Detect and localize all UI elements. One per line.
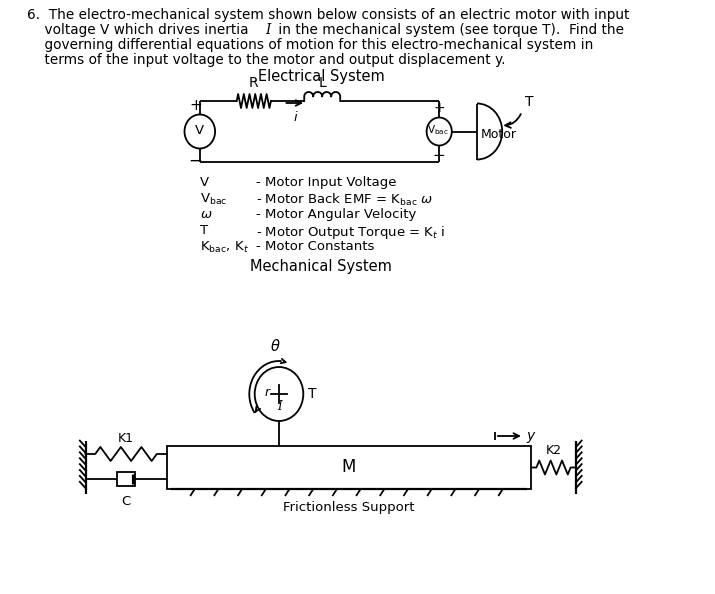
- Text: −: −: [188, 151, 202, 169]
- Text: M: M: [342, 459, 356, 476]
- Text: governing differential equations of motion for this electro-mechanical system in: governing differential equations of moti…: [27, 38, 593, 52]
- Text: - Motor Angular Velocity: - Motor Angular Velocity: [255, 208, 416, 221]
- Text: K$_{\rm bac}$, K$_t$: K$_{\rm bac}$, K$_t$: [199, 240, 249, 255]
- Text: L: L: [318, 76, 326, 90]
- Text: y: y: [526, 429, 535, 443]
- Text: I: I: [277, 400, 282, 413]
- Text: terms of the input voltage to the motor and output displacement y.: terms of the input voltage to the motor …: [27, 53, 506, 67]
- Text: R: R: [249, 76, 259, 90]
- Text: $\theta$: $\theta$: [270, 338, 281, 354]
- Text: - Motor Output Torque = K$_t$ i: - Motor Output Torque = K$_t$ i: [255, 224, 445, 241]
- Text: I: I: [265, 23, 271, 37]
- Text: 6.  The electro-mechanical system shown below consists of an electric motor with: 6. The electro-mechanical system shown b…: [27, 8, 629, 22]
- Text: V: V: [199, 176, 209, 189]
- Text: Electrical System: Electrical System: [258, 69, 385, 84]
- Text: - Motor Constants: - Motor Constants: [255, 240, 374, 253]
- Text: - Motor Back EMF = K$_{\rm bac}$ $\omega$: - Motor Back EMF = K$_{\rm bac}$ $\omega…: [255, 192, 433, 208]
- Bar: [117, 472, 135, 486]
- Text: K1: K1: [118, 432, 134, 445]
- Text: Mechanical System: Mechanical System: [250, 259, 393, 274]
- Text: $\omega$: $\omega$: [199, 208, 212, 221]
- Text: i: i: [293, 111, 297, 124]
- Text: in the mechanical system (see torque T).  Find the: in the mechanical system (see torque T).…: [275, 23, 624, 37]
- Text: V: V: [195, 124, 204, 137]
- Bar: [167, 446, 531, 489]
- Text: K2: K2: [546, 444, 561, 457]
- Text: Frictionless Support: Frictionless Support: [283, 501, 415, 514]
- Text: T: T: [307, 387, 316, 401]
- Text: +: +: [433, 102, 445, 115]
- Text: T: T: [199, 224, 208, 237]
- Text: V$_{\rm bac}$: V$_{\rm bac}$: [199, 192, 227, 207]
- Text: T: T: [525, 96, 533, 109]
- Text: C: C: [122, 495, 131, 508]
- Text: +: +: [189, 97, 202, 112]
- Text: Motor: Motor: [480, 128, 517, 141]
- Text: voltage V which drives inertia: voltage V which drives inertia: [27, 23, 253, 37]
- Text: - Motor Input Voltage: - Motor Input Voltage: [255, 176, 396, 189]
- Text: −: −: [433, 148, 445, 163]
- Text: V$_{\rm bac}$: V$_{\rm bac}$: [428, 124, 449, 137]
- Text: r: r: [265, 386, 270, 399]
